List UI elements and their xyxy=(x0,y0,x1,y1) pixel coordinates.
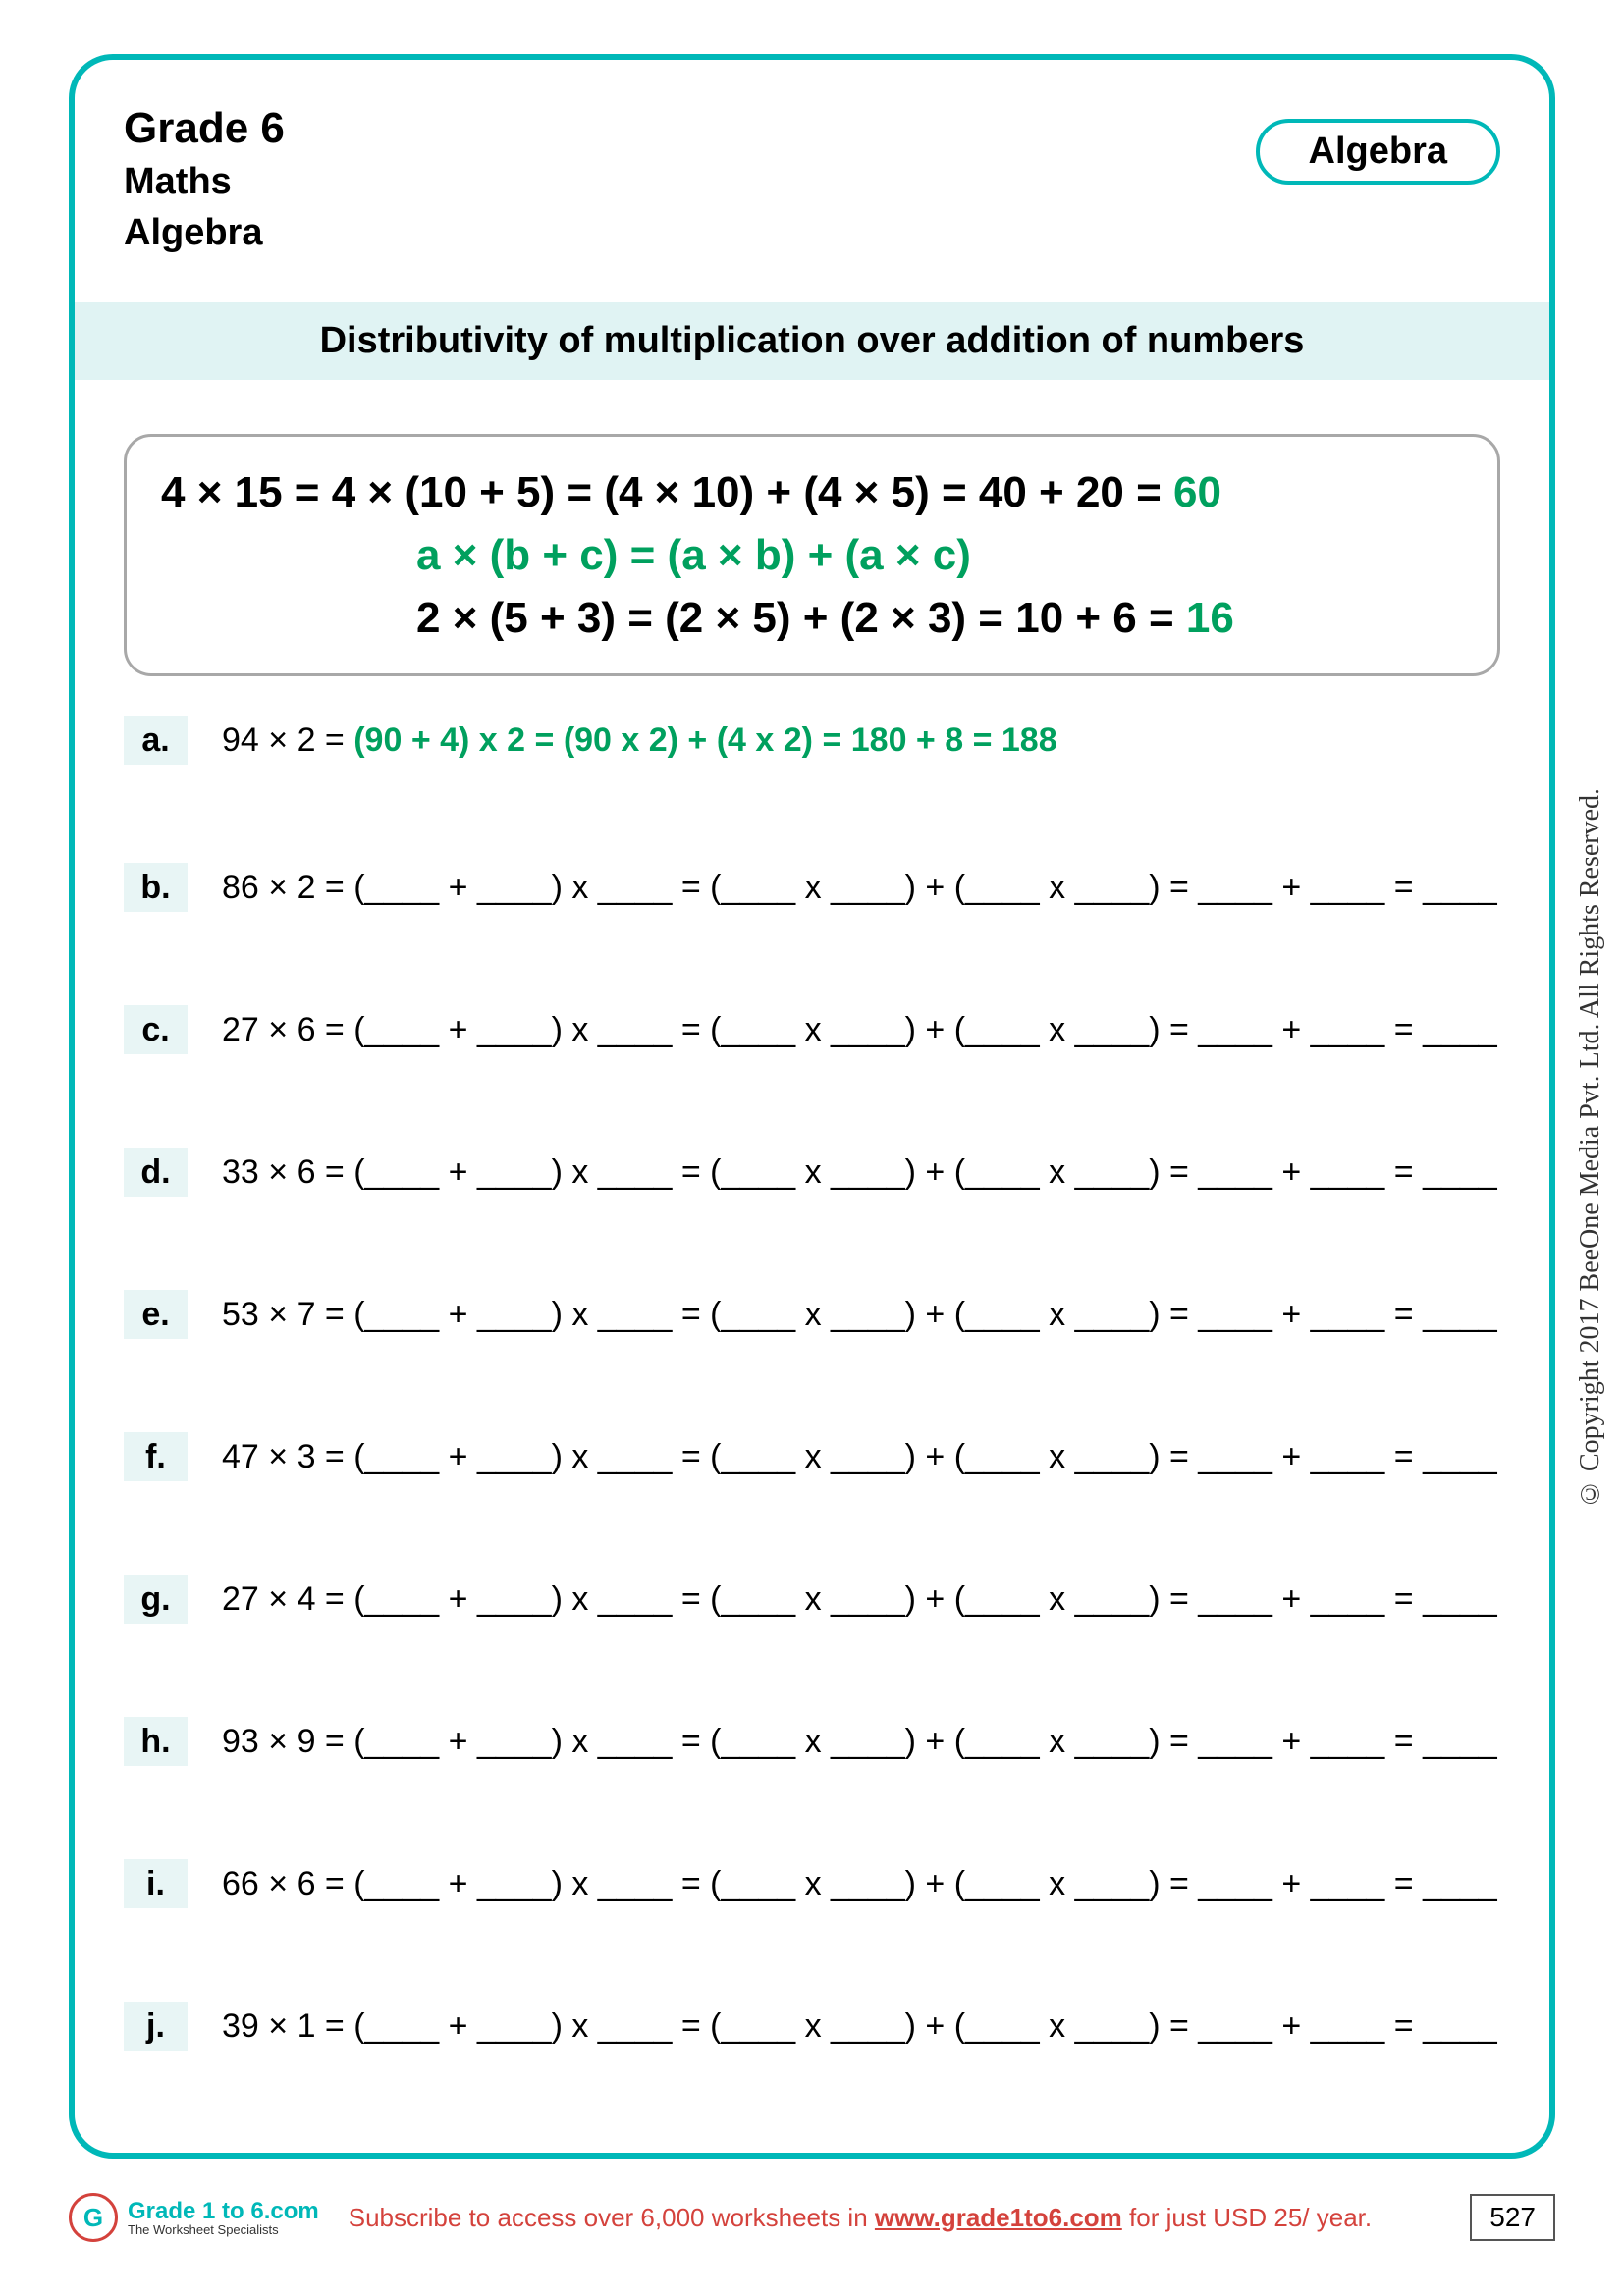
problem-letter: h. xyxy=(124,1717,188,1766)
problem-letter: g. xyxy=(124,1575,188,1624)
problem-letter: e. xyxy=(124,1290,188,1339)
problem-blanks[interactable]: (____ + ____) x ____ = (____ x ____) + (… xyxy=(353,1438,1496,1475)
problem-prefix: 86 × 2 = xyxy=(222,869,353,906)
problem-row: h. 93 × 9 = (____ + ____) x ____ = (____ … xyxy=(124,1717,1500,1766)
problem-letter: b. xyxy=(124,863,188,912)
example-line-3-result: 16 xyxy=(1186,594,1234,642)
problem-text: 86 × 2 = (____ + ____) x ____ = (____ x … xyxy=(222,869,1497,907)
problem-letter: i. xyxy=(124,1859,188,1908)
copyright-text: © Copyright 2017 BeeOne Media Pvt. Ltd. … xyxy=(1575,787,1606,1508)
example-line-3-text: 2 × (5 + 3) = (2 × 5) + (2 × 3) = 10 + 6… xyxy=(416,594,1186,642)
problem-letter: d. xyxy=(124,1148,188,1197)
problem-text: 94 × 2 = (90 + 4) x 2 = (90 x 2) + (4 x … xyxy=(222,721,1057,760)
problem-blanks[interactable]: (____ + ____) x ____ = (____ x ____) + (… xyxy=(353,1865,1496,1902)
problem-text: 33 × 6 = (____ + ____) x ____ = (____ x … xyxy=(222,1153,1497,1192)
problem-text: 47 × 3 = (____ + ____) x ____ = (____ x … xyxy=(222,1438,1497,1476)
problem-text: 27 × 4 = (____ + ____) x ____ = (____ x … xyxy=(222,1580,1497,1619)
problem-prefix: 27 × 6 = xyxy=(222,1011,353,1048)
page-number: 527 xyxy=(1470,2194,1555,2241)
problem-blanks[interactable]: (____ + ____) x ____ = (____ x ____) + (… xyxy=(353,1011,1496,1048)
logo-icon: G xyxy=(69,2193,118,2242)
problem-letter: c. xyxy=(124,1005,188,1054)
worksheet-frame: Grade 6 Maths Algebra Algebra Distributi… xyxy=(69,54,1555,2159)
problem-text: 39 × 1 = (____ + ____) x ____ = (____ x … xyxy=(222,2007,1497,2046)
subject-text-1: Maths xyxy=(124,157,285,207)
problem-blanks[interactable]: (____ + ____) x ____ = (____ x ____) + (… xyxy=(353,1580,1496,1618)
problem-prefix: 94 × 2 = xyxy=(222,721,353,759)
problem-row: j. 39 × 1 = (____ + ____) x ____ = (____ … xyxy=(124,2002,1500,2051)
example-line-1-result: 60 xyxy=(1173,468,1221,516)
footer-logo: G Grade 1 to 6.com The Worksheet Special… xyxy=(69,2193,319,2242)
problem-row: e. 53 × 7 = (____ + ____) x ____ = (____ … xyxy=(124,1290,1500,1339)
problem-letter: f. xyxy=(124,1432,188,1481)
footer-link[interactable]: www.grade1to6.com xyxy=(875,2203,1122,2232)
problem-blanks[interactable]: (____ + ____) x ____ = (____ x ____) + (… xyxy=(353,869,1496,906)
problem-row: f. 47 × 3 = (____ + ____) x ____ = (____ … xyxy=(124,1432,1500,1481)
problem-prefix: 39 × 1 = xyxy=(222,2007,353,2045)
problem-text: 27 × 6 = (____ + ____) x ____ = (____ x … xyxy=(222,1011,1497,1049)
example-line-1: 4 × 15 = 4 × (10 + 5) = (4 × 10) + (4 × … xyxy=(161,461,1463,524)
problem-blanks[interactable]: (____ + ____) x ____ = (____ x ____) + (… xyxy=(353,1153,1496,1191)
subject-text-2: Algebra xyxy=(124,208,285,258)
logo-main-text: Grade 1 to 6.com xyxy=(128,2200,319,2223)
problem-letter: j. xyxy=(124,2002,188,2051)
problem-letter: a. xyxy=(124,716,188,765)
header-left: Grade 6 Maths Algebra xyxy=(124,99,285,258)
grade-text: Grade 6 xyxy=(124,99,285,157)
problem-blanks[interactable]: (____ + ____) x ____ = (____ x ____) + (… xyxy=(353,1296,1496,1333)
logo-sub-text: The Worksheet Specialists xyxy=(128,2223,319,2236)
problem-prefix: 93 × 9 = xyxy=(222,1723,353,1760)
problem-row: g. 27 × 4 = (____ + ____) x ____ = (____ … xyxy=(124,1575,1500,1624)
problem-prefix: 33 × 6 = xyxy=(222,1153,353,1191)
problem-prefix: 27 × 4 = xyxy=(222,1580,353,1618)
topic-pill: Algebra xyxy=(1256,119,1500,185)
problem-text: 66 × 6 = (____ + ____) x ____ = (____ x … xyxy=(222,1865,1497,1903)
problem-prefix: 53 × 7 = xyxy=(222,1296,353,1333)
example-line-2: a × (b + c) = (a × b) + (a × c) xyxy=(161,524,1463,587)
problem-row: c. 27 × 6 = (____ + ____) x ____ = (____ … xyxy=(124,1005,1500,1054)
problem-answer: (90 + 4) x 2 = (90 x 2) + (4 x 2) = 180 … xyxy=(353,721,1056,759)
footer-subscribe-text: Subscribe to access over 6,000 worksheet… xyxy=(319,2203,1471,2233)
problem-blanks[interactable]: (____ + ____) x ____ = (____ x ____) + (… xyxy=(353,2007,1496,2045)
worksheet-title: Distributivity of multiplication over ad… xyxy=(75,302,1549,380)
problem-row: b. 86 × 2 = (____ + ____) x ____ = (____ … xyxy=(124,863,1500,912)
problem-row: d. 33 × 6 = (____ + ____) x ____ = (____ … xyxy=(124,1148,1500,1197)
problem-text: 53 × 7 = (____ + ____) x ____ = (____ x … xyxy=(222,1296,1497,1334)
problem-prefix: 66 × 6 = xyxy=(222,1865,353,1902)
problem-row: i. 66 × 6 = (____ + ____) x ____ = (____ … xyxy=(124,1859,1500,1908)
footer-text-post: for just USD 25/ year. xyxy=(1122,2203,1372,2232)
footer-text-pre: Subscribe to access over 6,000 worksheet… xyxy=(349,2203,875,2232)
footer: G Grade 1 to 6.com The Worksheet Special… xyxy=(69,2193,1555,2242)
header-row: Grade 6 Maths Algebra Algebra xyxy=(124,99,1500,258)
example-line-1-text: 4 × 15 = 4 × (10 + 5) = (4 × 10) + (4 × … xyxy=(161,468,1173,516)
example-box: 4 × 15 = 4 × (10 + 5) = (4 × 10) + (4 × … xyxy=(124,434,1500,676)
problem-prefix: 47 × 3 = xyxy=(222,1438,353,1475)
problem-blanks[interactable]: (____ + ____) x ____ = (____ x ____) + (… xyxy=(353,1723,1496,1760)
problem-text: 93 × 9 = (____ + ____) x ____ = (____ x … xyxy=(222,1723,1497,1761)
logo-text-wrap: Grade 1 to 6.com The Worksheet Specialis… xyxy=(128,2200,319,2236)
example-line-3: 2 × (5 + 3) = (2 × 5) + (2 × 3) = 10 + 6… xyxy=(161,587,1463,650)
problem-row: a. 94 × 2 = (90 + 4) x 2 = (90 x 2) + (4 … xyxy=(124,716,1500,765)
problems-list: a. 94 × 2 = (90 + 4) x 2 = (90 x 2) + (4 … xyxy=(124,716,1500,2051)
